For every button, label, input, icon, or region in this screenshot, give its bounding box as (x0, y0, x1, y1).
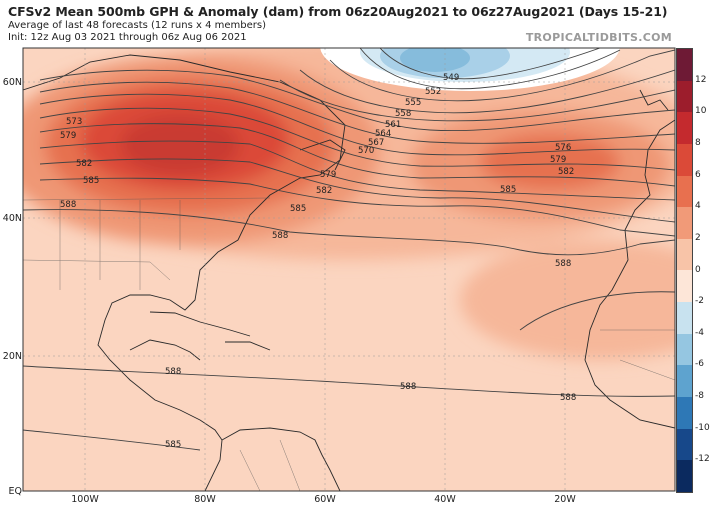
contour-label: 570 (358, 146, 374, 156)
contour-label: 585 (500, 185, 516, 195)
colorbar-swatch (677, 49, 692, 81)
colorbar-swatch (677, 207, 692, 239)
lon-label: 20W (554, 494, 576, 505)
colorbar-swatch (677, 365, 692, 398)
colorbar-swatch (677, 270, 692, 303)
contour-label: 558 (395, 109, 411, 119)
colorbar-swatch (677, 238, 692, 271)
lat-label: 40N (2, 213, 22, 224)
colorbar-tick-label: 4 (695, 201, 701, 212)
contour-label: 588 (272, 231, 288, 241)
lat-label: 60N (2, 77, 22, 88)
lon-label: 40W (434, 494, 456, 505)
contour-label: 561 (385, 120, 401, 130)
colorbar-swatch (677, 175, 692, 208)
colorbar (676, 48, 693, 493)
borders (23, 197, 675, 491)
contour-labels: 549 552 555 558 561 564 567 570 573 576 … (60, 73, 576, 450)
init-time: Init: 12z Aug 03 2021 through 06z Aug 06… (8, 32, 247, 43)
contour-label: 549 (443, 73, 459, 83)
contour-label: 588 (400, 382, 416, 392)
map-subtitle: Average of last 48 forecasts (12 runs x … (8, 20, 266, 31)
colorbar-tick-label: -10 (695, 422, 710, 433)
brand-watermark: TROPICALTIDBITS.COM (525, 31, 672, 44)
colorbar-swatch (677, 397, 692, 429)
lon-label: 100W (71, 494, 99, 505)
contour-label: 582 (316, 186, 332, 196)
contour-label: 588 (60, 200, 76, 210)
colorbar-swatch (677, 302, 692, 334)
colorbar-tick-label: 10 (695, 106, 707, 117)
contour-label: 582 (558, 167, 574, 177)
colorbar-tick-label: -12 (695, 454, 710, 465)
contour-label: 579 (60, 131, 76, 141)
colorbar-swatch (677, 428, 692, 461)
coastlines (23, 54, 675, 491)
colorbar-tick-label: -8 (695, 391, 704, 402)
colorbar-tick-label: 12 (695, 74, 707, 85)
graticule (23, 48, 675, 491)
colorbar-tick-label: 2 (695, 232, 701, 243)
contour-label: 585 (83, 176, 99, 186)
colorbar-tick-label: -2 (695, 296, 704, 307)
lat-label: EQ (8, 486, 22, 497)
colorbar-swatch (677, 333, 692, 366)
colorbar-swatch (677, 460, 692, 492)
contour-label: 579 (550, 155, 566, 165)
contour-label: 588 (165, 367, 181, 377)
map-title: CFSv2 Mean 500mb GPH & Anomaly (dam) fro… (8, 4, 668, 19)
colorbar-tick-label: 0 (695, 264, 701, 275)
contour-label: 555 (405, 98, 421, 108)
negative-anomaly (320, 48, 620, 91)
colorbar-tick-label: -4 (695, 327, 704, 338)
colorbar-tick-label: -6 (695, 359, 704, 370)
map-frame (22, 47, 676, 492)
contour-label: 576 (555, 143, 571, 153)
contour-label: 582 (76, 159, 92, 169)
lat-label: 20N (2, 351, 22, 362)
contour-label: 579 (320, 170, 336, 180)
contour-label: 573 (66, 117, 82, 127)
colorbar-swatch (677, 80, 692, 113)
colorbar-swatch (677, 143, 692, 176)
contour-label: 567 (368, 138, 384, 148)
map-header: CFSv2 Mean 500mb GPH & Anomaly (dam) fro… (8, 4, 708, 43)
height-contours (23, 48, 675, 451)
lon-label: 80W (194, 494, 216, 505)
contour-label: 588 (555, 259, 571, 269)
contour-label: 564 (375, 129, 391, 139)
contour-label: 585 (165, 440, 181, 450)
colorbar-tick-label: 6 (695, 169, 701, 180)
colorbar-tick-label: 8 (695, 137, 701, 148)
contour-label: 552 (425, 87, 441, 97)
contour-label: 585 (290, 204, 306, 214)
contour-label: 588 (560, 393, 576, 403)
colorbar-swatch (677, 112, 692, 144)
lon-label: 60W (314, 494, 336, 505)
